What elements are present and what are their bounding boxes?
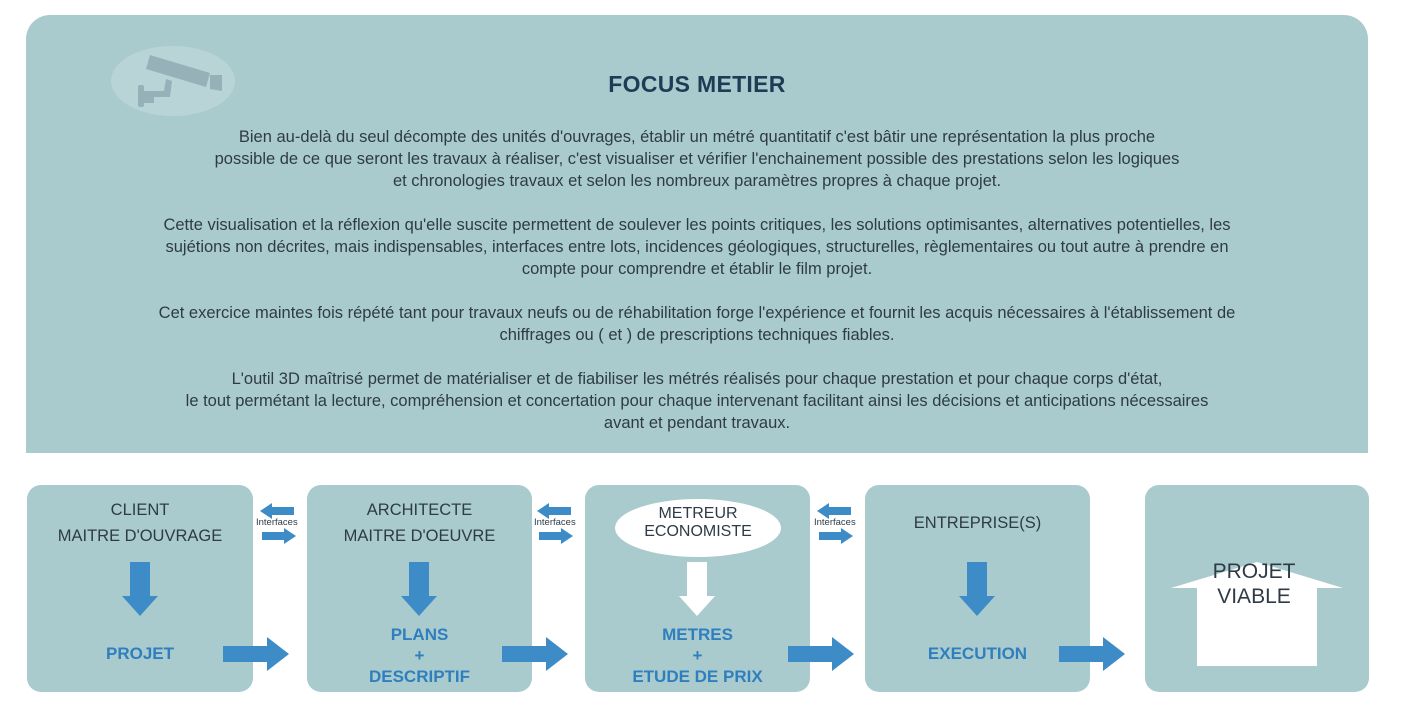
role-label: CLIENT MAITRE D'OUVRAGE: [57, 501, 223, 545]
highlight-oval: METREUR ECONOMISTE: [615, 499, 781, 557]
arrow-down-icon: [401, 562, 437, 616]
paragraph-line: Cet exercice maintes fois répété tant po…: [158, 304, 1236, 322]
house-arrow-icon: [1171, 562, 1343, 666]
paragraph-line: possible de ce que seront les travaux à …: [214, 150, 1180, 168]
arrow-down-icon: [679, 562, 715, 616]
result-label: EXECUTION: [927, 644, 1028, 663]
paragraph-line: sujétions non décrites, mais indispensab…: [165, 238, 1229, 256]
paragraph-line: Bien au-delà du seul décompte des unités…: [238, 128, 1156, 146]
interfaces-arrows-icon: [817, 503, 853, 544]
role-label: ARCHITECTE MAITRE D'OEUVRE: [343, 501, 496, 545]
arrow-down-icon: [122, 562, 158, 616]
arrow-right-icon: [1059, 637, 1125, 671]
paragraph-line: L'outil 3D maîtrisé permet de matérialis…: [231, 370, 1163, 388]
flow-box-entreprise: ENTREPRISE(S) EXECUTION: [865, 485, 1090, 692]
paragraph-line: le tout permétant la lecture, compréhens…: [185, 392, 1209, 410]
interfaces-label: Interfaces: [534, 517, 576, 528]
focus-metier-panel: FOCUS METIER Bien au-delà du seul décomp…: [26, 15, 1368, 453]
paragraph-line: chiffrages ou ( et ) de prescriptions te…: [499, 326, 895, 344]
role-label: ENTREPRISE(S): [913, 514, 1042, 532]
paragraph-line: Cette visualisation et la réflexion qu'e…: [163, 216, 1231, 234]
arrow-right-icon: [788, 637, 854, 671]
flow-box-projet-viable: PROJET VIABLE: [1145, 485, 1369, 692]
interfaces-label: Interfaces: [256, 517, 298, 528]
arrow-down-icon: [959, 562, 995, 616]
paragraph-4: L'outil 3D maîtrisé permet de matérialis…: [66, 368, 1328, 434]
result-label: METRES + ETUDE DE PRIX: [632, 625, 763, 686]
page-title: FOCUS METIER: [608, 71, 786, 97]
security-camera-icon: [111, 46, 235, 116]
result-label: PLANS + DESCRIPTIF: [368, 625, 471, 686]
interfaces-arrows-icon: [260, 503, 296, 544]
paragraph-line: compte pour comprendre et établir le fil…: [521, 260, 873, 278]
interfaces-label: Interfaces: [814, 517, 856, 528]
paragraph-3: Cet exercice maintes fois répété tant po…: [66, 302, 1328, 346]
result-label: PROJET: [105, 644, 175, 663]
final-label: PROJET VIABLE: [1212, 560, 1296, 608]
arrow-right-icon: [223, 637, 289, 671]
paragraph-line: avant et pendant travaux.: [603, 414, 791, 432]
flow-box-architecte: ARCHITECTE MAITRE D'OEUVRE PLANS + DESCR…: [307, 485, 532, 692]
flow-box-metreur: METREUR ECONOMISTE METRES + ETUDE DE PRI…: [585, 485, 810, 692]
interfaces-arrows-icon: [537, 503, 573, 544]
paragraph-2: Cette visualisation et la réflexion qu'e…: [66, 214, 1328, 280]
paragraph-line: et chronologies travaux et selon les nom…: [392, 172, 1002, 190]
arrow-right-icon: [502, 637, 568, 671]
flow-box-client: CLIENT MAITRE D'OUVRAGE PROJET: [27, 485, 253, 692]
paragraph-1: Bien au-delà du seul décompte des unités…: [66, 126, 1328, 192]
